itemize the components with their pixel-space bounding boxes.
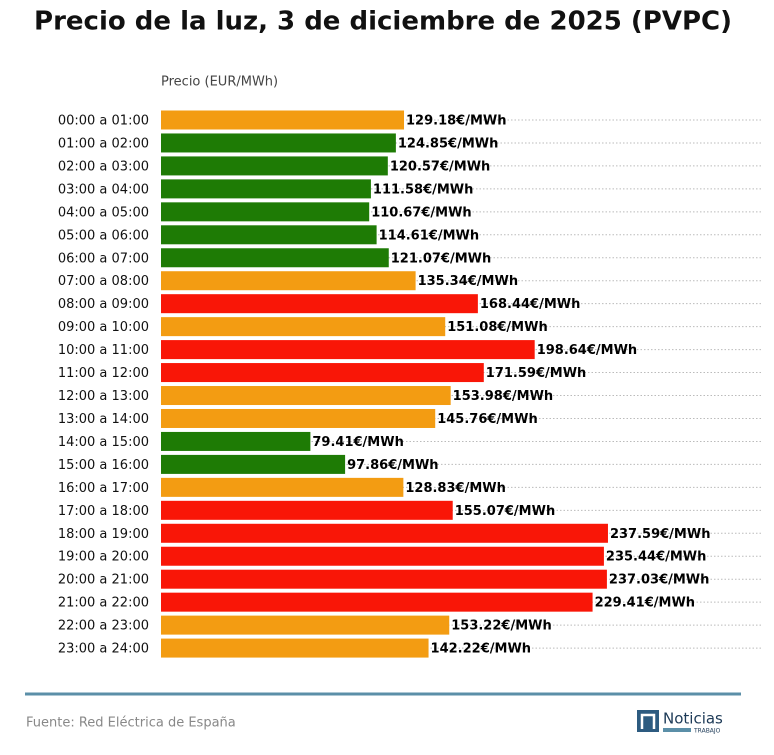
value-label: 120.57€/MWh	[390, 159, 491, 174]
bar	[161, 592, 593, 612]
logo-icon	[637, 710, 659, 732]
bar	[161, 500, 453, 520]
logo: Noticias TRABAJO	[637, 710, 723, 735]
bar	[161, 317, 446, 337]
y-tick-label: 21:00 a 22:00	[58, 596, 149, 611]
value-label: 97.86€/MWh	[347, 458, 438, 473]
bar	[161, 179, 371, 199]
value-label: 110.67€/MWh	[371, 205, 472, 220]
bar	[161, 225, 377, 245]
y-tick-label: 12:00 a 13:00	[58, 389, 149, 404]
logo-name: Noticias	[663, 710, 723, 728]
y-tick-label: 18:00 a 19:00	[58, 527, 149, 542]
value-label: 237.59€/MWh	[610, 527, 711, 542]
logo-bar	[663, 728, 691, 732]
value-label: 128.83€/MWh	[405, 481, 506, 496]
bar	[161, 340, 535, 360]
y-tick-label: 20:00 a 21:00	[58, 573, 149, 588]
value-label: 171.59€/MWh	[486, 366, 587, 381]
y-tick-label: 06:00 a 07:00	[58, 251, 149, 266]
bar	[161, 248, 389, 268]
value-label: 142.22€/MWh	[431, 642, 532, 657]
bar	[161, 569, 607, 589]
value-label: 153.98€/MWh	[453, 389, 554, 404]
chart-title: Precio de la luz, 3 de diciembre de 2025…	[34, 7, 732, 37]
y-tick-label: 14:00 a 15:00	[58, 435, 149, 450]
bar	[161, 546, 604, 566]
value-label: 198.64€/MWh	[537, 343, 638, 358]
y-tick-label: 17:00 a 18:00	[58, 504, 149, 519]
bar	[161, 202, 370, 222]
value-label: 111.58€/MWh	[373, 182, 474, 197]
value-label: 155.07€/MWh	[455, 504, 556, 519]
y-tick-label: 05:00 a 06:00	[58, 228, 149, 243]
bar	[161, 156, 388, 176]
y-tick-label: 13:00 a 14:00	[58, 412, 149, 427]
logo-glyph	[640, 713, 656, 729]
bar	[161, 615, 450, 635]
value-label: 121.07€/MWh	[391, 251, 492, 266]
bar	[161, 110, 405, 130]
bar	[161, 477, 404, 497]
value-label: 237.03€/MWh	[609, 573, 710, 588]
y-tick-label: 15:00 a 16:00	[58, 458, 149, 473]
bar	[161, 454, 346, 474]
value-label: 145.76€/MWh	[437, 412, 538, 427]
bar	[161, 294, 478, 314]
y-tick-label: 10:00 a 11:00	[58, 343, 149, 358]
value-label: 229.41€/MWh	[595, 596, 696, 611]
value-label: 151.08€/MWh	[447, 320, 548, 335]
y-tick-label: 08:00 a 09:00	[58, 297, 149, 312]
value-label: 153.22€/MWh	[451, 619, 552, 634]
value-label: 124.85€/MWh	[398, 136, 499, 151]
y-tick-label: 04:00 a 05:00	[58, 205, 149, 220]
y-tick-label: 07:00 a 08:00	[58, 274, 149, 289]
y-tick-label: 19:00 a 20:00	[58, 550, 149, 565]
bar	[161, 638, 429, 658]
bar	[161, 363, 484, 383]
y-tick-label: 02:00 a 03:00	[58, 159, 149, 174]
source: Fuente: Red Eléctrica de España	[26, 716, 236, 731]
y-tick-label: 22:00 a 23:00	[58, 619, 149, 634]
bar	[161, 386, 451, 406]
axis-label: Precio (EUR/MWh)	[161, 75, 278, 90]
logo-tag: TRABAJO	[693, 728, 721, 735]
value-label: 168.44€/MWh	[480, 297, 581, 312]
bar	[161, 431, 311, 451]
y-tick-label: 09:00 a 10:00	[58, 320, 149, 335]
bar	[161, 408, 436, 428]
y-tick-label: 16:00 a 17:00	[58, 481, 149, 496]
bar	[161, 523, 608, 543]
value-label: 114.61€/MWh	[379, 228, 480, 243]
y-tick-label: 11:00 a 12:00	[58, 366, 149, 381]
y-tick-label: 23:00 a 24:00	[58, 642, 149, 657]
bar	[161, 271, 416, 291]
value-label: 79.41€/MWh	[312, 435, 403, 450]
bar	[161, 133, 396, 153]
y-tick-label: 00:00 a 01:00	[58, 114, 149, 129]
value-label: 135.34€/MWh	[418, 274, 519, 289]
value-label: 129.18€/MWh	[406, 114, 507, 129]
y-tick-label: 03:00 a 04:00	[58, 182, 149, 197]
y-tick-label: 01:00 a 02:00	[58, 136, 149, 151]
value-label: 235.44€/MWh	[606, 550, 707, 565]
